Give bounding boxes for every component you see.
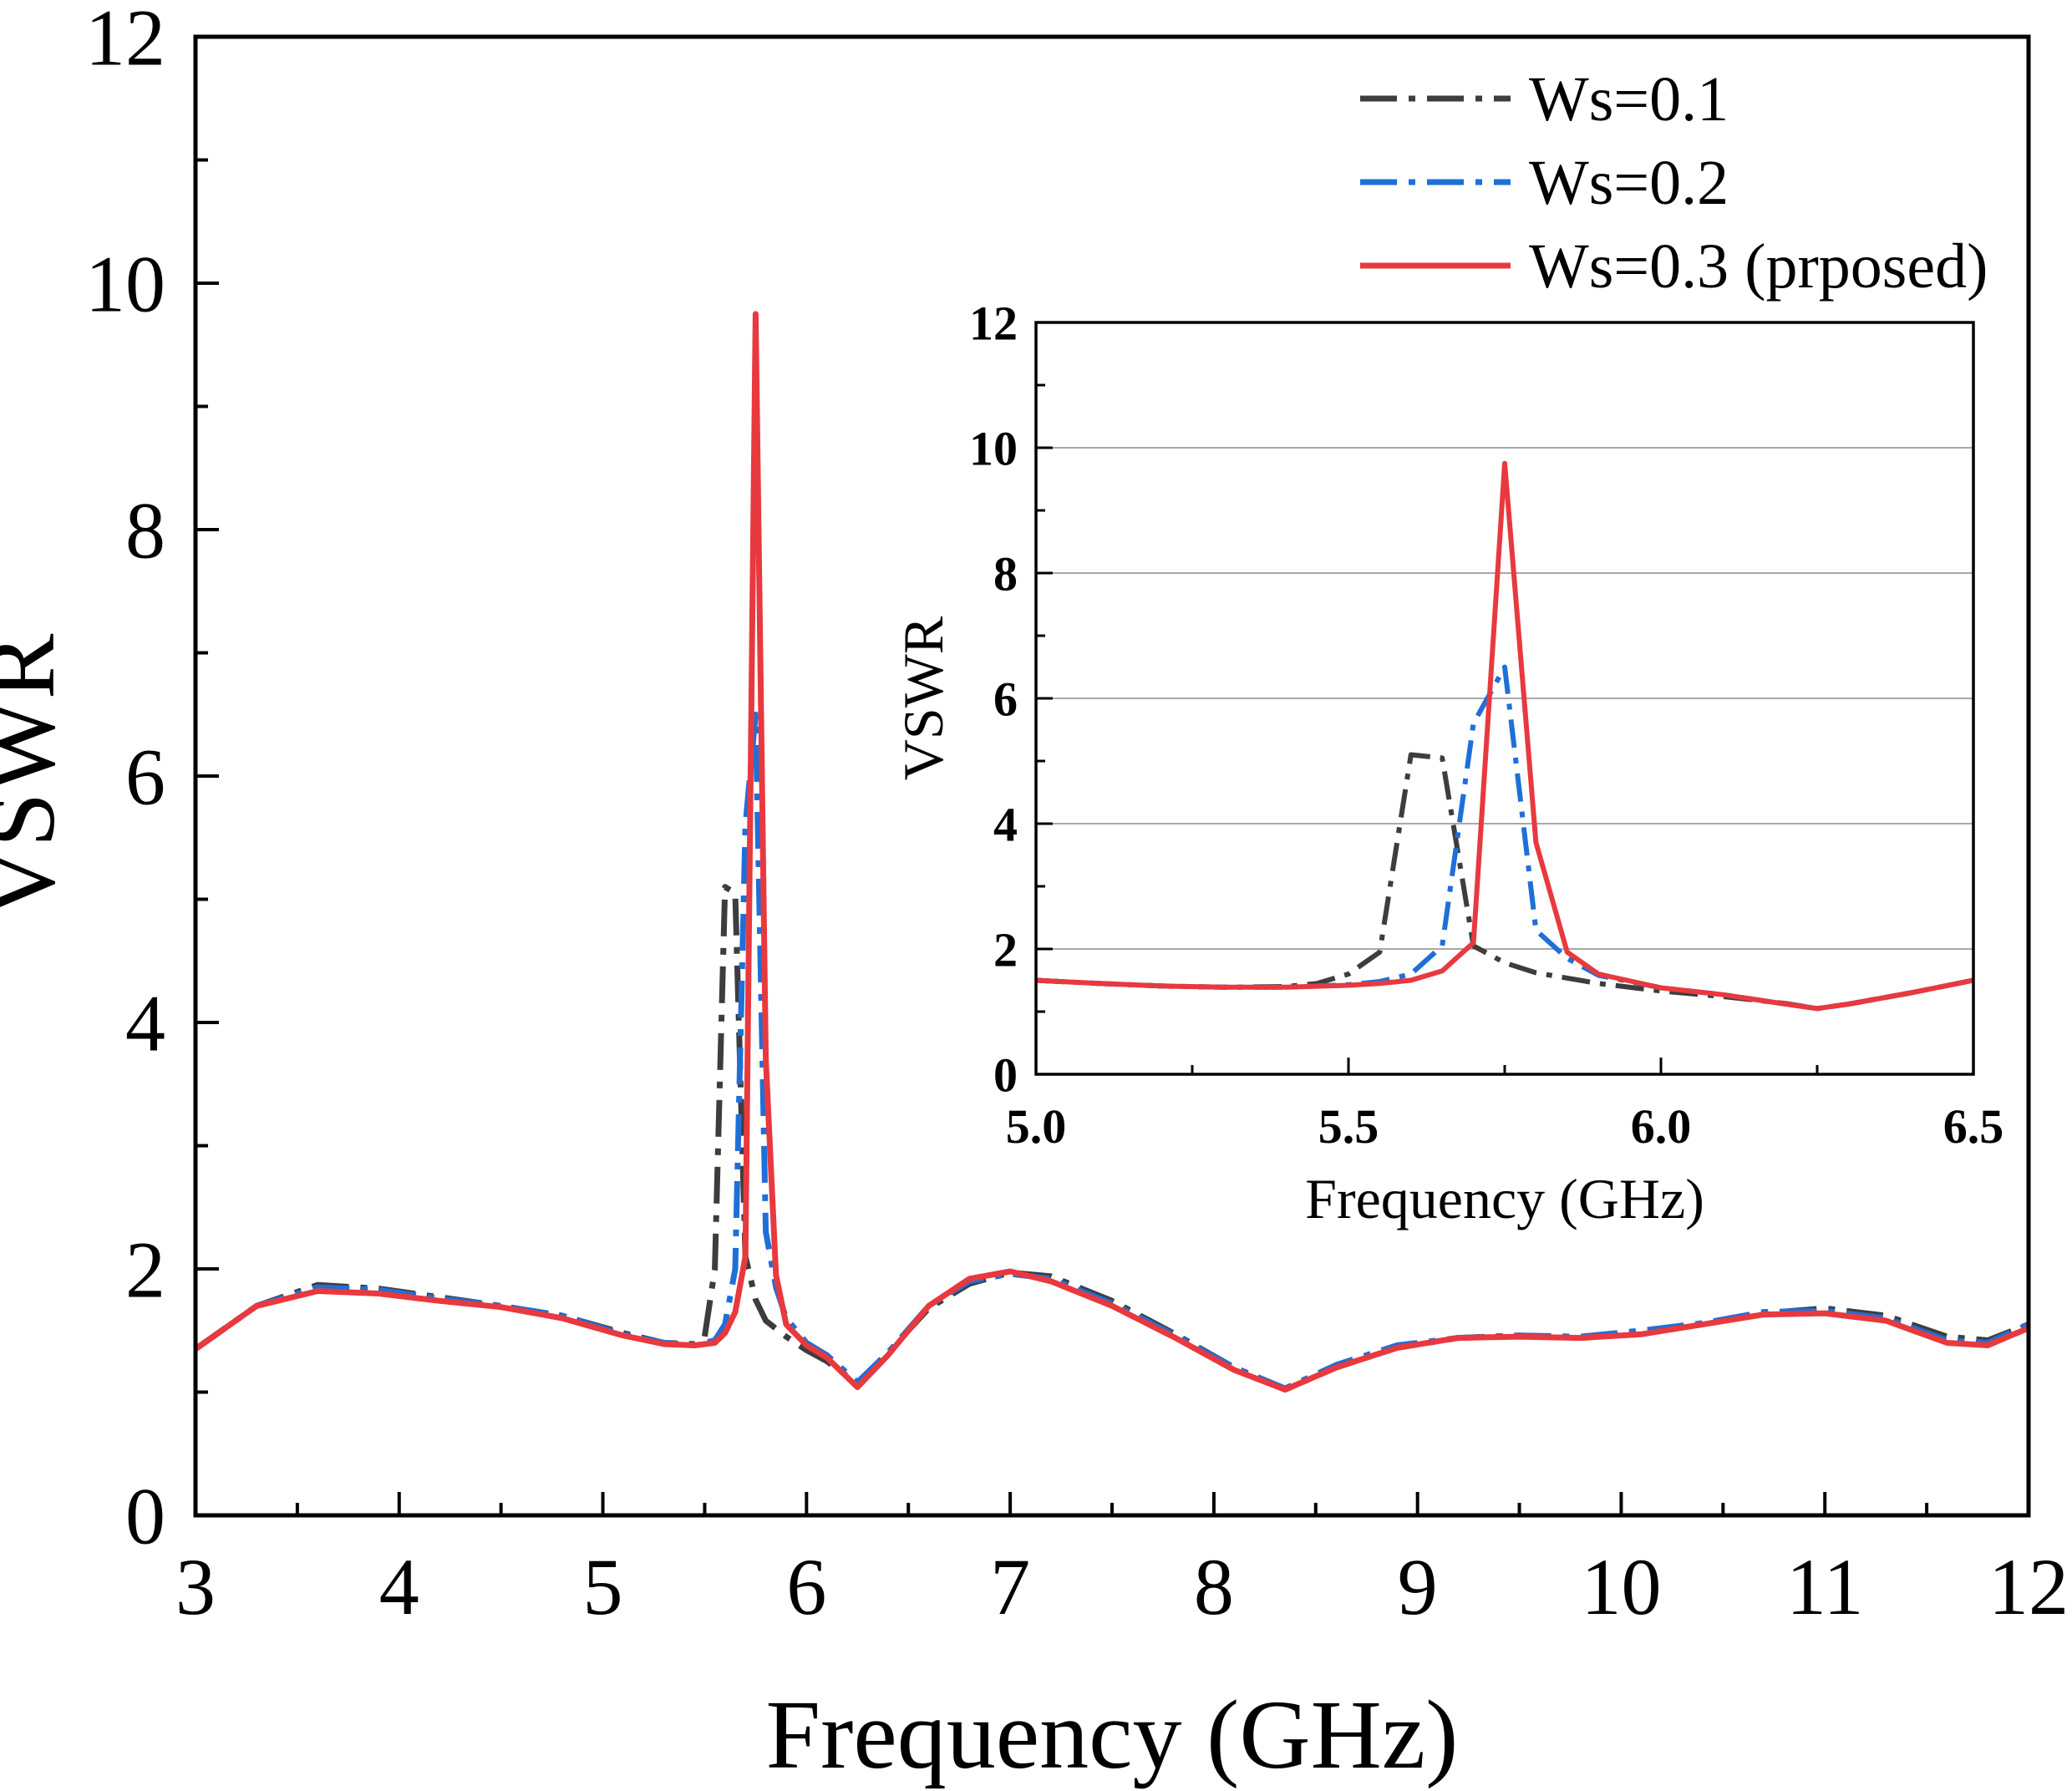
- inset-y-tick-label: 8: [993, 546, 1018, 601]
- main-x-axis-title: Frequency (GHz): [766, 1680, 1459, 1789]
- main-x-tick-label: 7: [990, 1542, 1030, 1631]
- main-x-tick-label: 11: [1786, 1542, 1863, 1631]
- main-y-tick-label: 4: [125, 979, 165, 1068]
- main-y-tick-label: 6: [125, 733, 165, 822]
- main-x-tick-label: 3: [175, 1542, 216, 1631]
- main-y-axis-title: VSWR: [0, 633, 75, 918]
- main-x-tick-label: 12: [1988, 1542, 2069, 1631]
- main-x-tick-label: 9: [1398, 1542, 1438, 1631]
- inset-x-tick-label: 6.5: [1943, 1099, 2004, 1154]
- inset-y-tick-label: 6: [993, 672, 1018, 726]
- main-y-tick-label: 12: [85, 0, 165, 83]
- inset-y-tick-label: 4: [993, 797, 1018, 851]
- main-x-tick-label: 6: [786, 1542, 826, 1631]
- main-y-tick-label: 2: [125, 1225, 165, 1315]
- inset-x-tick-label: 5.0: [1006, 1099, 1067, 1154]
- main-x-tick-label: 5: [583, 1542, 623, 1631]
- legend-label-1: Ws=0.1: [1529, 64, 1729, 134]
- inset-x-tick-label: 6.0: [1631, 1099, 1692, 1154]
- inset-y-tick-label: 10: [969, 421, 1018, 475]
- legend-label-3: Ws=0.3 (prposed): [1529, 231, 1988, 302]
- inset-series-line-3: [1036, 460, 1973, 1012]
- main-y-tick-label: 8: [125, 486, 165, 576]
- main-y-tick-label: 10: [85, 240, 165, 329]
- inset-x-tick-label: 5.5: [1318, 1099, 1379, 1154]
- legend: Ws=0.1 Ws=0.2 Ws=0.3 (prposed): [1360, 64, 1988, 302]
- main-x-tick-label: 8: [1194, 1542, 1234, 1631]
- main-x-tick-label: 10: [1581, 1542, 1661, 1631]
- inset-x-axis-title: Frequency (GHz): [1305, 1167, 1704, 1230]
- main-series-line-3: [196, 311, 2029, 1393]
- inset-y-axis-title: VSWR: [891, 616, 955, 780]
- inset-y-tick-label: 0: [993, 1048, 1018, 1102]
- main-y-tick-label: 0: [125, 1472, 165, 1561]
- main-x-tick-label: 4: [379, 1542, 419, 1631]
- inset-y-tick-label: 2: [993, 922, 1018, 977]
- legend-label-2: Ws=0.2: [1529, 148, 1729, 218]
- inset-plot: 5.0 5.5 6.0 6.5 0 2 4 6 8 10 12 Frequency (GHz) VSWR: [891, 296, 2003, 1230]
- inset-y-tick-label: 12: [969, 296, 1018, 350]
